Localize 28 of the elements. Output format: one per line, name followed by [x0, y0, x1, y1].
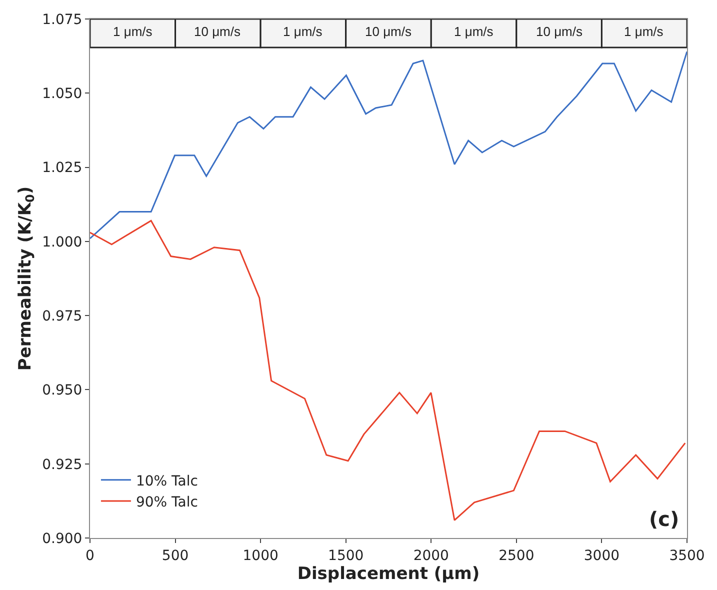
x-tick-label: 1500	[328, 548, 364, 564]
x-tick-label: 1000	[242, 548, 278, 564]
y-tick-label: 0.975	[42, 308, 82, 324]
band-label: 1 μm/s	[624, 24, 664, 39]
legend-label: 10% Talc	[136, 473, 198, 490]
band-label: 10 μm/s	[365, 24, 412, 39]
band-label: 1 μm/s	[454, 24, 494, 39]
line-series	[90, 50, 687, 240]
y-tick-label: 0.925	[42, 456, 82, 473]
annotation: (c)	[649, 507, 680, 531]
band-label: 10 μm/s	[194, 24, 242, 39]
y-tick-label: 1.000	[42, 234, 82, 250]
y-tick-label: 1.025	[42, 160, 82, 176]
x-tick-label: 3000	[584, 548, 620, 564]
x-axis-title: Displacement (μm)	[297, 564, 480, 584]
legend-label: 90% Talc	[136, 494, 198, 510]
x-tick-label: 2000	[413, 548, 449, 564]
y-tick-label: 0.950	[42, 382, 82, 399]
x-tick-label: 3500	[669, 548, 705, 564]
x-tick-label: 500	[162, 548, 189, 564]
y-tick-label: 1.075	[42, 12, 82, 28]
band-label: 1 μm/s	[113, 24, 153, 39]
y-tick-label: 1.050	[42, 86, 82, 102]
band-label: 1 μm/s	[283, 24, 323, 39]
y-tick-label: 0.900	[42, 530, 82, 547]
x-tick-label: 2500	[498, 548, 534, 564]
x-tick-label: 0	[86, 548, 94, 564]
band-label: 10 μm/s	[536, 24, 584, 39]
